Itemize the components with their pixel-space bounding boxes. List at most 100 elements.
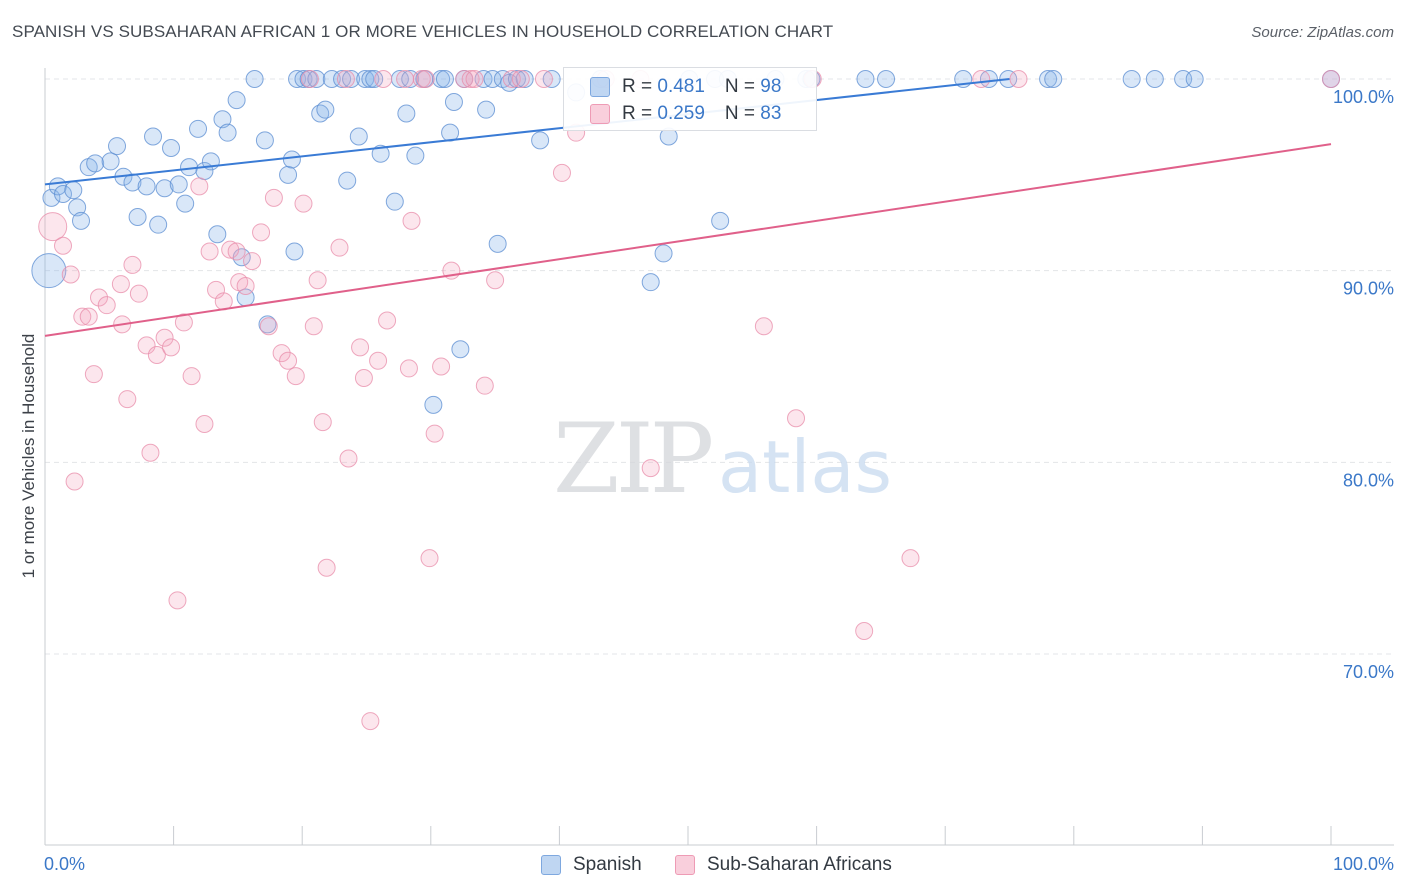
spanish-point — [218, 123, 237, 142]
sub-saharan-point — [73, 307, 92, 326]
legend-n-label: N = — [724, 76, 761, 97]
legend-item-spanish[interactable]: Spanish — [541, 852, 642, 878]
sub-saharan-point — [84, 365, 103, 384]
sub-saharan-point — [374, 70, 393, 88]
spanish-point — [307, 70, 326, 88]
sub-saharan-point — [308, 271, 327, 290]
spanish-point — [72, 211, 91, 230]
spanish-point — [162, 139, 181, 157]
spanish-point — [1122, 70, 1141, 88]
sub-saharan-point — [486, 271, 505, 290]
spanish-point — [515, 70, 534, 88]
spanish-point — [338, 171, 357, 190]
sub-saharan-point — [129, 284, 148, 303]
sub-saharan-point — [65, 472, 84, 491]
watermark-atlas: atlas — [718, 425, 892, 509]
sub-saharan-point — [369, 351, 388, 370]
sub-saharan-point — [425, 424, 444, 443]
spanish-point — [316, 100, 335, 119]
spanish-point — [349, 127, 368, 146]
sub-saharan-point — [155, 328, 174, 347]
spanish-point — [108, 137, 127, 156]
spanish-point — [856, 70, 875, 88]
sub-saharan-point — [412, 70, 431, 88]
spanish-point — [451, 340, 470, 359]
sub-saharan-point — [200, 242, 219, 261]
stats-legend: R = 0.481 N = 98 R = 0.259 N = 83 — [563, 67, 817, 131]
legend-item-sub-saharan[interactable]: Sub-Saharan Africans — [675, 852, 892, 878]
sub-saharan-point — [402, 211, 421, 230]
x-tick-labels: 0.0% 100.0% — [44, 854, 1394, 874]
sub-saharan-point — [221, 240, 240, 259]
sub-saharan-point — [118, 390, 137, 409]
spanish-point — [365, 70, 384, 88]
sub-saharan-point — [339, 449, 358, 468]
legend-r-value-spanish: 0.481 — [657, 76, 705, 97]
y-tick-label-0: 100.0% — [1333, 87, 1394, 107]
sub-saharan-point — [396, 70, 415, 88]
spanish-point — [444, 93, 463, 111]
spanish-point — [654, 244, 673, 263]
x-tick-label-right: 100.0% — [1333, 854, 1394, 874]
sub-saharan-point — [264, 188, 283, 207]
spanish-point — [333, 70, 352, 88]
legend-n-label: N = — [724, 103, 761, 124]
legend-swatch-sub-saharan — [590, 104, 610, 124]
spanish-point — [1145, 70, 1164, 88]
x-tick-label-left: 0.0% — [44, 854, 85, 874]
spanish-point — [397, 104, 416, 123]
sub-saharan-trend-line — [44, 143, 1332, 337]
legend-label-sub-saharan: Sub-Saharan Africans — [707, 854, 892, 875]
spanish-point — [279, 165, 298, 184]
legend-n-value-sub-saharan: 83 — [760, 103, 782, 124]
spanish-point — [435, 70, 454, 88]
sub-saharan-point — [174, 313, 193, 332]
sub-saharan-point — [272, 344, 291, 363]
sub-saharan-point — [754, 317, 773, 336]
spanish-point — [227, 91, 246, 110]
sub-saharan-point — [162, 338, 181, 357]
spanish-point — [245, 70, 264, 88]
sub-saharan-point — [279, 351, 298, 370]
sub-saharan-point — [511, 70, 530, 88]
sub-saharan-point — [336, 70, 355, 88]
spanish-point — [542, 70, 561, 88]
sub-saharan-point — [111, 275, 130, 294]
legend-r-value-sub-saharan: 0.259 — [657, 103, 705, 124]
sub-saharan-point — [61, 265, 80, 284]
spanish-point — [149, 215, 168, 234]
sub-saharan-point — [901, 549, 920, 568]
sub-saharan-point — [286, 367, 305, 386]
sub-saharan-point — [147, 346, 166, 364]
sub-saharan-point — [97, 296, 116, 315]
spanish-point — [68, 198, 87, 217]
sub-saharan-point — [90, 288, 109, 307]
spanish-point — [101, 152, 120, 171]
legend-swatch-sub-saharan — [675, 855, 695, 875]
spanish-point — [155, 179, 174, 198]
sub-saharan-point — [141, 443, 160, 462]
spanish-point — [488, 234, 507, 253]
spanish-point — [474, 70, 493, 88]
sub-saharan-point — [502, 70, 521, 88]
series-legend: Spanish Sub-Saharan Africans — [0, 852, 1406, 878]
spanish-point — [877, 70, 896, 88]
spanish-point — [406, 146, 425, 165]
spanish-point — [176, 194, 195, 213]
sub-saharan-point — [195, 415, 214, 433]
sub-saharan-point — [317, 558, 336, 577]
sub-saharan-point — [252, 223, 271, 242]
sub-saharan-point — [313, 413, 332, 432]
sub-saharan-point — [330, 238, 349, 257]
spanish-point — [1039, 70, 1058, 88]
spanish-point — [86, 154, 105, 173]
spanish-point — [483, 70, 502, 88]
sub-saharan-point — [123, 255, 142, 274]
spanish-point — [31, 253, 67, 289]
sub-saharan-point — [38, 212, 68, 242]
watermark: ZIP atlas — [553, 403, 892, 515]
sub-saharan-point — [552, 163, 571, 182]
spanish-point — [189, 119, 208, 138]
sub-saharan-point — [243, 252, 262, 271]
source-credit: Source: ZipAtlas.com — [1251, 24, 1394, 41]
